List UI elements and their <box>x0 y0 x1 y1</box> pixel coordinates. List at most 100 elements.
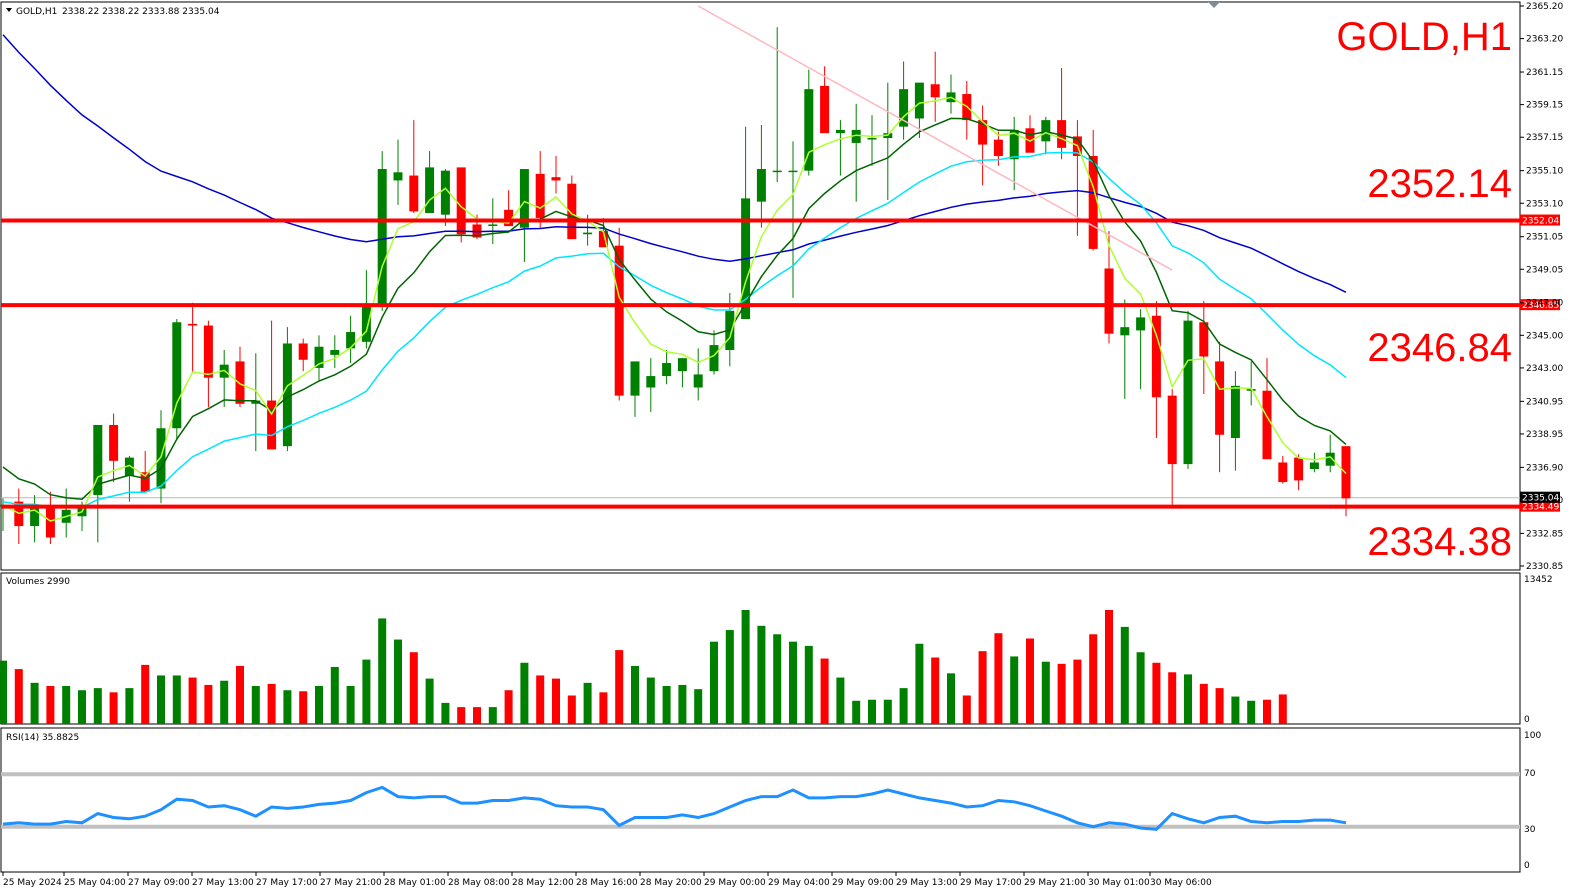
bull-candle <box>156 428 166 489</box>
bull-candle <box>583 232 593 235</box>
ma-blue-line <box>2 34 1347 293</box>
volume-bar <box>931 657 940 724</box>
rsi-label-70: 70 <box>1524 769 1536 779</box>
price-tick-label: 2365.20 <box>1526 2 1563 12</box>
time-tick-label: 27 May 09:00 <box>128 878 190 888</box>
bear-candle <box>298 343 308 360</box>
volume-bar <box>14 669 23 724</box>
bull-candle <box>1230 385 1240 439</box>
volume-bar <box>631 665 639 724</box>
level-price-label: 2334.38 <box>1367 520 1512 564</box>
bull-candle <box>1041 120 1051 142</box>
time-tick-label: 28 May 01:00 <box>384 878 446 888</box>
shift-marker-icon[interactable] <box>1208 2 1220 8</box>
bull-candle <box>30 504 40 527</box>
price-tick-label: 2351.05 <box>1526 233 1563 243</box>
volume-bar <box>188 677 197 724</box>
volume-bar <box>899 688 908 724</box>
bull-candle <box>361 305 371 342</box>
volume-bar <box>947 673 955 724</box>
triangle-down-icon[interactable] <box>6 8 12 12</box>
volume-bar <box>757 625 766 724</box>
bear-candle <box>930 84 940 98</box>
rsi-indicator <box>1 772 1520 831</box>
volume-bar <box>741 609 750 724</box>
volume-bar <box>362 659 371 724</box>
bear-candle <box>1167 395 1177 465</box>
time-tick-label: 25 May 2024 <box>3 878 62 888</box>
volume-bar <box>1105 609 1113 724</box>
time-tick-label: 27 May 21:00 <box>320 878 382 888</box>
bear-candle <box>1151 315 1161 398</box>
volume-bar <box>599 692 608 724</box>
price-tick-label: 2338.95 <box>1526 430 1563 440</box>
price-tick-label: 2361.15 <box>1526 68 1563 78</box>
ma-lime-line <box>2 96 1347 522</box>
bull-candle <box>1009 129 1019 160</box>
volume-bar <box>994 633 1003 724</box>
price-tick-label: 2355.10 <box>1526 167 1563 177</box>
moving-averages <box>2 5 1347 522</box>
bull-candle <box>1325 452 1335 466</box>
volume-max-label: 13452 <box>1524 575 1553 585</box>
volume-bar <box>1073 659 1082 724</box>
volume-bar <box>962 695 971 724</box>
price-tick-label: 2332.85 <box>1526 529 1563 539</box>
volume-bar <box>488 707 497 724</box>
volume-bar <box>1215 688 1224 724</box>
bear-candle <box>1294 457 1304 481</box>
rsi-panel-frame <box>0 727 1521 873</box>
rsi-label-30: 30 <box>1524 825 1536 835</box>
bear-candle <box>820 85 830 134</box>
volume-bar <box>109 692 118 724</box>
volume-bar <box>378 618 387 724</box>
bear-candle <box>235 361 245 404</box>
bear-candle <box>140 472 150 492</box>
volume-bar <box>425 678 434 724</box>
volume-bar <box>504 690 513 724</box>
bull-candle <box>804 89 814 171</box>
volume-bar <box>804 645 813 724</box>
volume-bar <box>567 695 576 724</box>
bull-candle <box>788 170 798 173</box>
ohlc-readout: 2338.22 2338.22 2333.88 2335.04 <box>62 7 220 17</box>
time-tick-label: 30 May 06:00 <box>1150 878 1212 888</box>
volume-bar <box>78 690 86 724</box>
symbol-label: GOLD,H1 <box>16 7 57 17</box>
bull-candle <box>1309 462 1319 469</box>
level-price-label: 2352.14 <box>1367 162 1512 206</box>
volume-bar <box>1247 700 1256 724</box>
level-axis-label: 2334.49 <box>1522 503 1559 513</box>
bull-candle <box>93 424 103 496</box>
bull-candle <box>693 374 703 388</box>
price-tick-label: 2343.00 <box>1526 364 1563 374</box>
bull-candle <box>440 170 450 215</box>
bear-candle <box>1199 322 1209 357</box>
bear-candle <box>109 424 119 461</box>
time-tick-label: 29 May 21:00 <box>1024 878 1086 888</box>
volume-bar <box>330 666 339 724</box>
volume-bar <box>157 675 165 724</box>
main-panel-frame <box>0 1 1521 571</box>
volume-bar <box>346 685 355 724</box>
volume-bar <box>678 684 687 724</box>
bull-candle <box>914 82 924 119</box>
volume-bar <box>694 689 703 724</box>
bear-candle <box>203 325 213 378</box>
volume-bar <box>583 682 592 724</box>
ma-cyan-line <box>2 151 1347 509</box>
time-tick-label: 28 May 20:00 <box>640 878 702 888</box>
bull-candle <box>488 224 498 226</box>
bull-candle <box>835 129 845 134</box>
level-axis-label: 2352.04 <box>1522 217 1559 227</box>
volume-bar <box>315 685 323 724</box>
volume-bar <box>283 690 292 724</box>
bull-candle <box>172 322 182 429</box>
price-tick-label: 2340.95 <box>1526 397 1563 407</box>
time-tick-label: 29 May 00:00 <box>704 878 766 888</box>
bear-candle <box>456 167 466 235</box>
volume-bar <box>1278 694 1287 724</box>
time-tick-label: 29 May 09:00 <box>832 878 894 888</box>
bull-candle <box>630 361 640 396</box>
